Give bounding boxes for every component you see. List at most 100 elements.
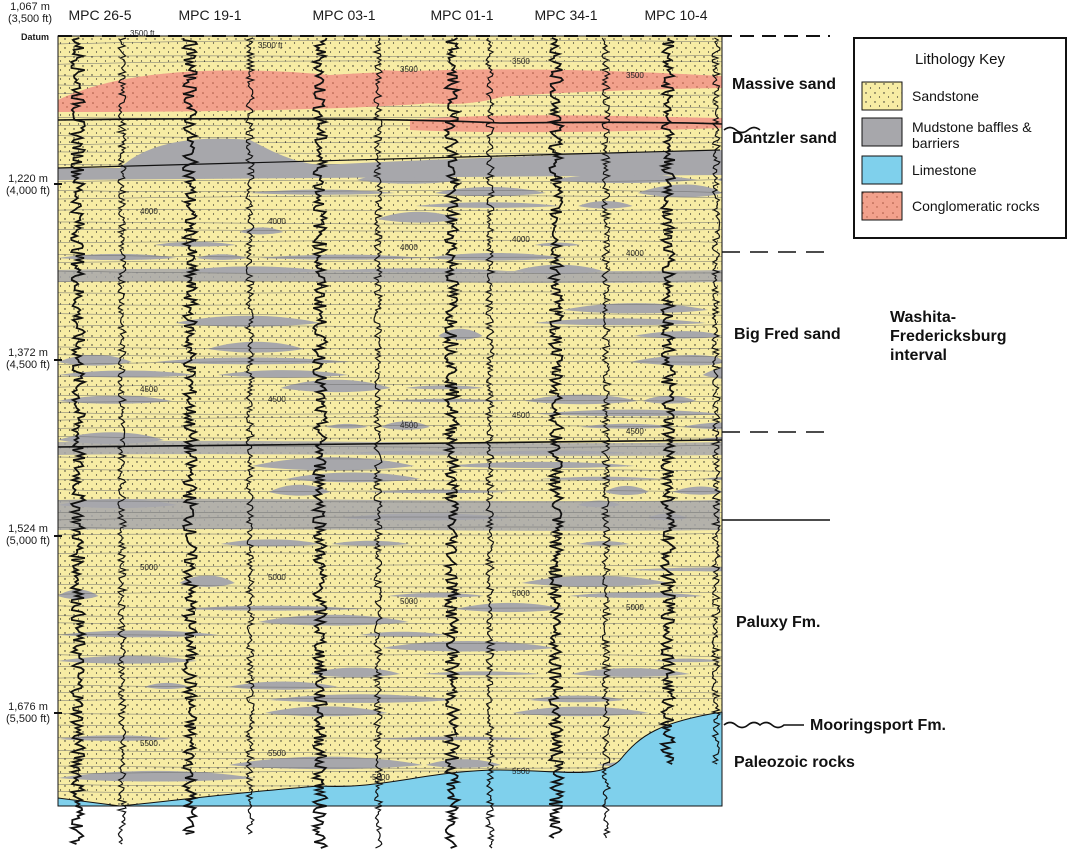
mudstone-lens bbox=[627, 567, 722, 572]
log-depth-label: 4000 bbox=[400, 243, 418, 252]
mudstone-band bbox=[58, 498, 720, 531]
mudstone-lens bbox=[604, 485, 649, 496]
well-log-trace bbox=[710, 37, 722, 765]
log-depth-label: 5000 bbox=[268, 573, 286, 582]
datum-label: Datum bbox=[21, 32, 49, 42]
bedding-line bbox=[58, 399, 722, 403]
log-depth-label: 3500 ft bbox=[130, 29, 155, 38]
log-depth-label: 3500 bbox=[512, 57, 530, 66]
bedding-lines bbox=[58, 39, 722, 794]
mudstone-lens bbox=[525, 394, 639, 405]
bedding-line bbox=[58, 757, 722, 760]
mudstone-lens bbox=[175, 315, 321, 327]
key-item-sandstone: Sandstone bbox=[912, 88, 979, 104]
mudstone-lens bbox=[208, 341, 304, 353]
bedding-line bbox=[58, 584, 722, 588]
bedding-line bbox=[58, 615, 722, 619]
well-labels: MPC 26-5 MPC 19-1 MPC 03-1 MPC 01-1 MPC … bbox=[68, 7, 707, 23]
mudstone-lens bbox=[58, 655, 198, 664]
log-depth-label: 5500 bbox=[512, 767, 530, 776]
mooringsport-label: Mooringsport Fm. bbox=[810, 717, 946, 734]
mudstone-lens bbox=[642, 395, 697, 404]
well-log-trace bbox=[244, 37, 256, 835]
unit-labels: Massive sand Dantzler sand Big Fred sand… bbox=[732, 76, 1006, 771]
well-log-trace bbox=[546, 37, 566, 839]
well-log-trace bbox=[441, 37, 463, 849]
log-depth-label: 5000 bbox=[512, 589, 530, 598]
mudstone-lens bbox=[228, 756, 423, 770]
bedding-line bbox=[58, 605, 722, 609]
key-item-mudstone-line2: barriers bbox=[912, 135, 959, 151]
mudstone-lens bbox=[716, 673, 722, 675]
mudstone-lens bbox=[456, 602, 564, 613]
bedding-line bbox=[58, 324, 722, 328]
mudstone-lens bbox=[227, 681, 339, 690]
dantzler-mudstone-mound bbox=[58, 138, 722, 180]
bedding-line bbox=[58, 394, 722, 398]
mudstone-lens bbox=[325, 423, 368, 429]
log-depth-label: 4500 bbox=[400, 421, 418, 430]
bedding-line bbox=[58, 516, 722, 521]
mudstone-lens bbox=[653, 658, 722, 663]
bedding-line bbox=[58, 179, 722, 183]
mudstone-lens bbox=[512, 706, 649, 717]
depth-m: 1,372 m bbox=[8, 347, 48, 359]
bedding-line bbox=[58, 622, 722, 625]
bedding-line bbox=[58, 564, 722, 568]
conglomeratic-rocks bbox=[58, 69, 722, 133]
sandstone-swatch bbox=[861, 81, 903, 111]
mudstone-lens bbox=[359, 631, 446, 637]
mudstone-lens bbox=[377, 211, 460, 223]
bedding-line bbox=[58, 60, 722, 65]
mudstone-lens bbox=[630, 355, 722, 366]
well-log-trace bbox=[658, 37, 678, 765]
depth-m: 1,220 m bbox=[8, 173, 48, 185]
log-depth-label: 4000 bbox=[512, 235, 530, 244]
bedding-line bbox=[58, 303, 722, 307]
bedding-line bbox=[58, 221, 722, 225]
mudstone-lens bbox=[58, 735, 172, 741]
mudstone-lens bbox=[374, 736, 536, 741]
mudstone-lens bbox=[220, 539, 322, 547]
bedding-line bbox=[58, 634, 722, 637]
bedding-line bbox=[58, 416, 722, 421]
bedding-line bbox=[58, 676, 722, 679]
bedding-line bbox=[58, 478, 722, 482]
bedding-line bbox=[58, 384, 722, 388]
well-logs bbox=[67, 37, 722, 849]
bedding-line bbox=[58, 142, 722, 146]
bedding-line bbox=[58, 291, 722, 295]
bedding-line bbox=[58, 526, 722, 530]
limestone-swatch bbox=[861, 155, 903, 185]
bedding-line bbox=[58, 346, 722, 349]
log-depth-label: 3500 bbox=[400, 65, 418, 74]
depth-ft: (3,500 ft) bbox=[8, 13, 52, 25]
mudstone-lens bbox=[280, 379, 392, 393]
bedding-line bbox=[58, 425, 722, 429]
key-title: Lithology Key bbox=[915, 51, 1006, 68]
mudstone-lens bbox=[633, 331, 722, 339]
bedding-line bbox=[58, 690, 722, 694]
mudstone-lens bbox=[446, 461, 636, 469]
dantzler-sand-label: Dantzler sand bbox=[732, 130, 837, 147]
bedding-line bbox=[58, 254, 722, 258]
lithology-key: Lithology Key Sandstone Mudstone baffles… bbox=[853, 37, 1067, 239]
depth-m: 1,067 m bbox=[10, 1, 50, 13]
log-depth-label: 5000 bbox=[140, 563, 158, 572]
well-label: MPC 19-1 bbox=[178, 7, 241, 23]
unit-boundary-markers bbox=[722, 126, 830, 729]
big-fred-sand-label: Big Fred sand bbox=[734, 326, 841, 343]
log-depth-label: 4500 bbox=[268, 395, 286, 404]
mudstone-lens bbox=[381, 640, 556, 652]
mudstone-lens bbox=[568, 592, 704, 598]
bedding-line bbox=[58, 591, 722, 595]
log-depth-label: 5500 bbox=[268, 749, 286, 758]
mudstone-lens bbox=[58, 370, 196, 378]
bedding-line bbox=[58, 208, 722, 211]
well-label: MPC 26-5 bbox=[68, 7, 131, 23]
mudstone-lens bbox=[537, 409, 722, 417]
bedding-line bbox=[58, 750, 722, 754]
mudstone-lens bbox=[58, 432, 165, 444]
bedding-line bbox=[58, 195, 722, 200]
